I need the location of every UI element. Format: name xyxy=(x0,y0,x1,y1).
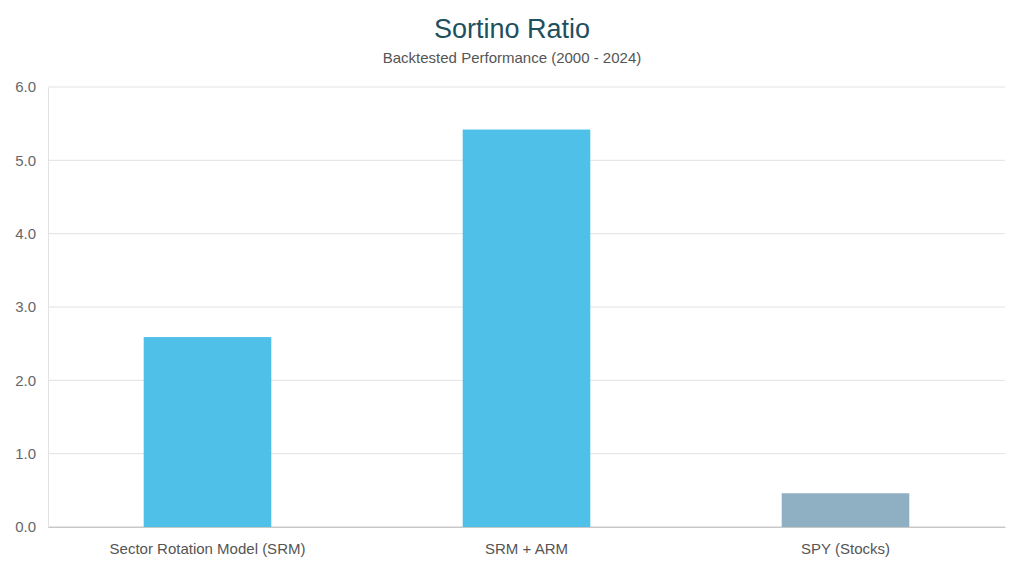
y-tick-label: 0.0 xyxy=(15,518,36,535)
y-tick-label: 2.0 xyxy=(15,372,36,389)
grid xyxy=(48,87,1005,527)
bar xyxy=(463,130,591,527)
y-tick-label: 3.0 xyxy=(15,298,36,315)
chart-title: Sortino Ratio xyxy=(434,14,590,44)
y-tick: 3.0 xyxy=(15,298,48,315)
x-tick-label: SPY (Stocks) xyxy=(801,540,890,557)
y-tick: 1.0 xyxy=(15,445,48,462)
bar xyxy=(782,493,910,527)
y-axis-line xyxy=(48,88,49,528)
y-tick-label: 6.0 xyxy=(15,78,36,95)
x-tick: SRM + ARM xyxy=(485,527,568,557)
y-axis: 0.0 1.0 2.0 3.0 4.0 5.0 6.0 xyxy=(15,78,48,535)
x-axis: Sector Rotation Model (SRM) SRM + ARM SPY … xyxy=(49,527,1006,557)
y-tick: 5.0 xyxy=(15,152,48,169)
y-tick: 2.0 xyxy=(15,372,48,389)
chart-svg: Sortino Ratio Backtested Performance (200… xyxy=(0,0,1024,569)
y-tick-label: 1.0 xyxy=(15,445,36,462)
x-tick: Sector Rotation Model (SRM) xyxy=(110,527,306,557)
y-tick: 6.0 xyxy=(15,78,48,95)
y-tick: 0.0 xyxy=(15,518,48,535)
chart-subtitle: Backtested Performance (2000 - 2024) xyxy=(383,49,641,66)
bars xyxy=(144,130,910,527)
y-tick-label: 5.0 xyxy=(15,152,36,169)
x-axis-line xyxy=(49,527,1006,528)
grid-line xyxy=(48,87,1005,88)
x-tick-label: Sector Rotation Model (SRM) xyxy=(110,540,306,557)
x-tick: SPY (Stocks) xyxy=(801,527,890,557)
plot-area: 0.0 1.0 2.0 3.0 4.0 5.0 6.0 Sector Rotation Mod… xyxy=(15,78,1005,556)
x-tick-label: SRM + ARM xyxy=(485,540,568,557)
y-tick: 4.0 xyxy=(15,225,48,242)
y-tick-label: 4.0 xyxy=(15,225,36,242)
bar xyxy=(144,337,272,527)
